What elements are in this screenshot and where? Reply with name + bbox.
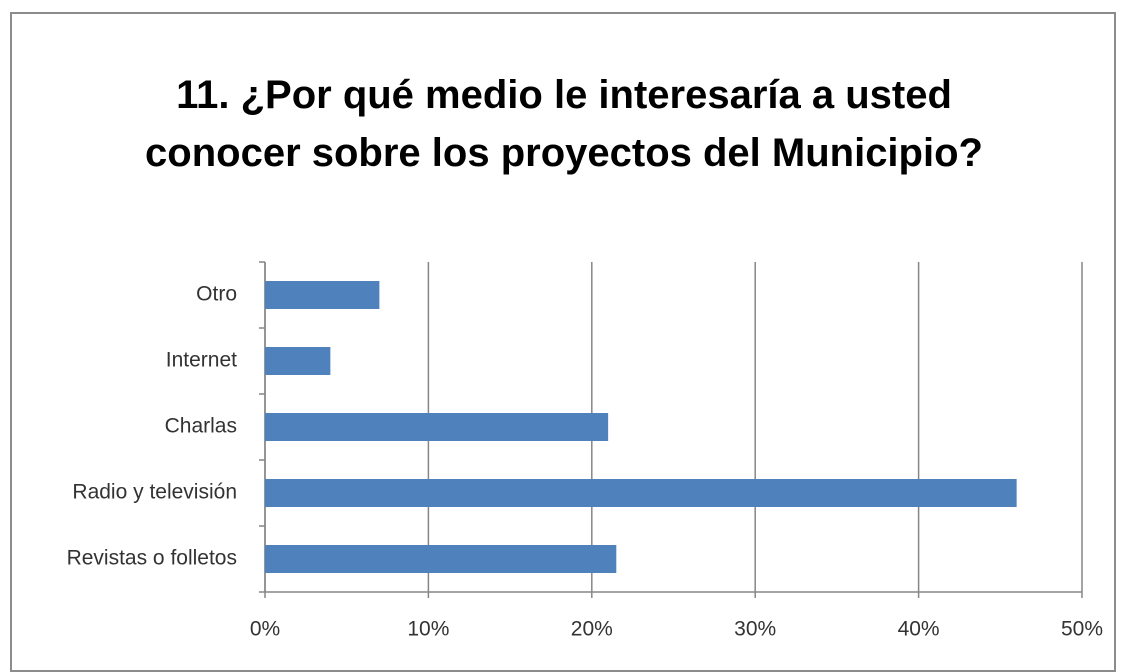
bar (265, 479, 1017, 507)
x-tick-label: 30% (734, 618, 776, 641)
chart: 0% 10% 20% 30% 40% 50% Otro Internet Charlas Radi… (67, 261, 1103, 641)
chart-title: 11. ¿Por qué medio le interesaría a uste… (145, 73, 983, 175)
bar (265, 413, 609, 441)
bar (265, 281, 380, 309)
x-tick-label: 20% (571, 618, 613, 641)
bar (265, 347, 331, 375)
x-tick-label: 40% (898, 618, 940, 641)
y-tick-label: Revistas o folletos (67, 547, 237, 570)
x-tick-label: 50% (1061, 618, 1103, 641)
page: 11. ¿Por qué medio le interesaría a uste… (10, 12, 1116, 672)
y-tick-label: Internet (166, 349, 237, 372)
x-tick-label: 10% (407, 618, 449, 641)
x-tick-label: 0% (250, 618, 280, 641)
bar (265, 545, 617, 573)
y-tick-label: Otro (196, 283, 237, 306)
y-tick-label: Charlas (165, 415, 237, 438)
y-tick-label: Radio y televisión (72, 481, 237, 504)
